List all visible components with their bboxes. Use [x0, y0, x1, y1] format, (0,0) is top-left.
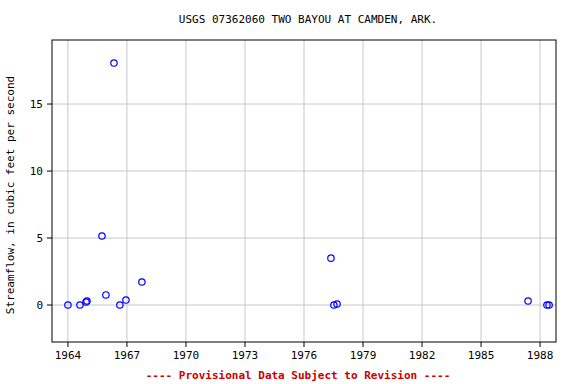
- data-point: [84, 298, 90, 304]
- data-point: [65, 302, 71, 308]
- y-tick: [47, 238, 52, 239]
- x-grid-line: [422, 40, 423, 342]
- annotation: ---- Provisional Data Subject to Revisio…: [146, 369, 451, 382]
- y-tick: [47, 104, 52, 105]
- x-tick: [67, 342, 68, 347]
- y-tick-label: 0: [36, 299, 43, 312]
- x-grid-line: [304, 40, 305, 342]
- x-tick-label: 1979: [350, 349, 377, 362]
- y-grid-line: [52, 171, 556, 172]
- x-tick: [304, 342, 305, 347]
- x-grid-line: [67, 40, 68, 342]
- plot-frame: [52, 40, 556, 342]
- data-point: [103, 292, 109, 298]
- data-point: [77, 302, 83, 308]
- points: [65, 60, 553, 308]
- x-tick: [244, 342, 245, 347]
- x-grid-line: [185, 40, 186, 342]
- x-tick-label: 1976: [291, 349, 318, 362]
- y-tick-label: 5: [36, 232, 43, 245]
- background: [0, 0, 576, 384]
- x-grid-line: [540, 40, 541, 342]
- x-tick-label: 1982: [409, 349, 436, 362]
- y-tick-label: 10: [30, 165, 43, 178]
- y-tick: [47, 305, 52, 306]
- data-point: [546, 302, 552, 308]
- x-tick: [126, 342, 127, 347]
- x-tick-label: 1985: [468, 349, 495, 362]
- data-point: [525, 298, 531, 304]
- data-point: [328, 255, 334, 261]
- x-tick-label: 1970: [173, 349, 200, 362]
- y-grid-line: [52, 238, 556, 239]
- x-grid-line: [363, 40, 364, 342]
- x-tick-label: 1967: [114, 349, 141, 362]
- data-point: [99, 233, 105, 239]
- x-tick-label: 1964: [55, 349, 82, 362]
- x-tick: [540, 342, 541, 347]
- x-tick-label: 1973: [232, 349, 259, 362]
- data-point: [139, 279, 145, 285]
- data-point: [111, 60, 117, 66]
- chart-container: 1964 1967 1970 1973 1976 1979 1982 1985 1988 0 5 10…: [0, 0, 576, 384]
- title: USGS 07362060 TWO BAYOU AT CAMDEN, ARK.: [179, 13, 437, 26]
- x-tick: [422, 342, 423, 347]
- x-tick-label: 1988: [527, 349, 554, 362]
- y-tick-label: 15: [30, 98, 43, 111]
- x-tick: [363, 342, 364, 347]
- x-grid-line: [481, 40, 482, 342]
- data-point: [334, 301, 340, 307]
- y-tick: [47, 171, 52, 172]
- y-grid-line: [52, 305, 556, 306]
- data-point: [123, 297, 129, 303]
- chart-svg: 1964 1967 1970 1973 1976 1979 1982 1985 1988 0 5 10…: [0, 0, 576, 384]
- y-axis-label: Streamflow, in cubic feet per second: [4, 76, 17, 314]
- y-grid-line: [52, 104, 556, 105]
- x-tick: [185, 342, 186, 347]
- x-grid-line: [244, 40, 245, 342]
- data-point: [117, 302, 123, 308]
- x-tick: [481, 342, 482, 347]
